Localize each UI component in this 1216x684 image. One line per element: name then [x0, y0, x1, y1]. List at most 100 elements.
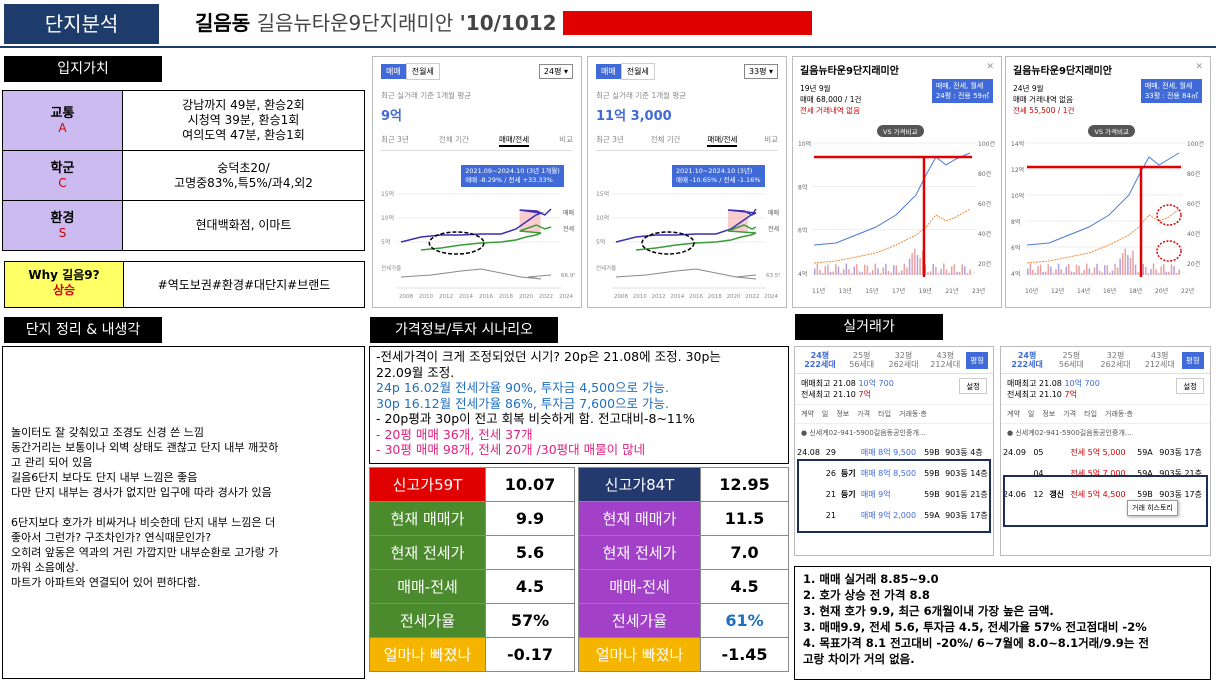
x-tick: 12년 [1051, 287, 1064, 295]
tab-sale[interactable]: 매매 [596, 64, 621, 79]
size-tab[interactable]: 32평 262세대 [888, 351, 919, 369]
scenario-title: 가격정보/투자 시나리오 [370, 317, 558, 343]
close-icon[interactable]: ✕ [986, 62, 994, 72]
y-tick: 12억 [1011, 166, 1024, 174]
scenario-line: 24p 16.02월 전세가율 90%, 투자금 4,500으로 가능. [376, 380, 669, 395]
x-tick: 2012 [439, 294, 453, 300]
compare-button[interactable]: VS 가격비교 [877, 125, 924, 137]
y-tick-right: 40건 [978, 230, 991, 238]
summary-line: 고랑 차이가 거의 없음. [803, 652, 915, 666]
size-tab[interactable]: 24평 222세대 [1011, 351, 1043, 369]
volume-bars [1027, 248, 1180, 275]
y-tick: 15억 [596, 190, 609, 198]
x-tick: 13년 [839, 287, 852, 295]
ratio-value: 66.9% [561, 273, 575, 279]
series-label: 매매 [768, 209, 779, 217]
x-tick: 20년 [1155, 287, 1168, 295]
chart-sub: 최근 실거래 기준 1개월 평균 [596, 91, 687, 100]
y-tick-right: 100건 [978, 140, 995, 148]
size-tab[interactable]: 32평 262세대 [1100, 351, 1131, 369]
table-row[interactable]: 21 매매 9억 2,000 59A 903동 17층 [825, 510, 988, 520]
x-tick: 23년 [972, 287, 985, 295]
ratio-label: 전세가율 [596, 264, 616, 272]
loc-val-school: 숭덕초20/고명중83%,특5%/과4,외2 [122, 150, 365, 201]
period-tab[interactable]: 최근 3년 [596, 135, 624, 144]
scenario-line: 30p 16.12월 전세가율 86%, 투자금 7,600으로 가능. [376, 395, 669, 411]
x-tick: 2016 [479, 294, 493, 300]
size-tab[interactable]: 24평 222세대 [804, 351, 836, 369]
summary-line: 4. 목표가격 8.1 전고대비 -20%/ 6~7월에 8.0~8.1거래/9… [803, 636, 1149, 650]
price-line-chart: 15억 10억 5억 매매 전세 전세가율 66.9% 2008 2010 2012… [381, 190, 575, 300]
y-tick-right: 80건 [1187, 170, 1200, 178]
ratio-line [615, 268, 757, 280]
period-tab[interactable]: 비교 [764, 135, 778, 144]
size-select[interactable]: 33평 ▾ [743, 64, 778, 79]
period-tab[interactable]: 비교 [559, 135, 573, 144]
agent-row[interactable]: ● 신세계02-941-5900길음동공인중개... [1007, 429, 1132, 437]
table-row[interactable]: 26 등기 매매 8억 8,500 59B 903동 14층 [825, 468, 988, 478]
scenario-line: -전세가격이 크게 조정되었던 시기? 20p은 21.08에 조정. 30p는 [376, 349, 721, 364]
tab-rent[interactable]: 전월세 [620, 63, 655, 80]
sale-trend [1026, 152, 1180, 246]
table-row[interactable]: 24.08 29 매매 8억 9,500 59B 903동 4층 [797, 447, 983, 457]
close-icon[interactable]: ✕ [1195, 62, 1203, 72]
pyeong-button[interactable]: 평형 [966, 351, 988, 369]
period-tab[interactable]: 매매/전세 [498, 134, 530, 147]
y-tick: 5억 [381, 238, 390, 246]
scenario-line: - 20평 매매 36개, 전세 37개 [376, 426, 533, 442]
x-tick: 17년 [892, 287, 905, 295]
notes-text: 놀이터도 잘 갖춰있고 조경도 신경 쓴 느낌 동간거리는 보통이나 외벽 상태… [11, 426, 279, 589]
table-row[interactable]: 24.06 12 갱신 전세 5억 4,500 59B 903동 17층 [1003, 489, 1203, 499]
tab-rent[interactable]: 전월세 [405, 63, 440, 80]
table-row[interactable]: 04 전세 5억 7,000 59A 903동 21층 [1033, 468, 1203, 478]
agent-row[interactable]: ● 신세계02-941-5900길음동공인중개... [801, 429, 926, 437]
pyeong-button[interactable]: 평형 [1181, 351, 1204, 369]
compare-button[interactable]: VS 가격비교 [1088, 125, 1135, 137]
table-row[interactable]: 21 등기 매매 9억 59B 901동 21층 [825, 489, 988, 499]
hover-info: 19년 9월 매매 68,000 / 1건 전세 거래내역 없음 [800, 84, 862, 115]
y-tick-right: 80건 [978, 170, 991, 178]
filter-badge[interactable]: 매매, 전세, 월세 24평 : 전용 59㎡ [931, 79, 993, 103]
highlight-circle [1156, 204, 1182, 226]
y-tick: 15억 [381, 190, 394, 198]
x-tick: 22년 [1181, 287, 1194, 295]
price-chart-24: 매매 전월세 24평 ▾ 최근 실거래 기준 1개월 평균 9억 최근 3년 전체 … [372, 56, 582, 308]
x-tick: 2022 [745, 294, 759, 300]
size-tab[interactable]: 43평 212세대 [930, 351, 961, 369]
trade-chart: 14억 12억 10억 8억 6억 4억 100건 80건 60건 40건 20건 10년 12년 14년… [1011, 140, 1204, 295]
x-tick: 2008 [399, 294, 413, 300]
size-select[interactable]: 24평 ▾ [538, 64, 573, 79]
size-tab[interactable]: 25평 56세대 [849, 351, 875, 369]
ratio-line [400, 268, 552, 280]
settings-button[interactable]: 설정 [1176, 378, 1204, 394]
header-divider [0, 46, 1216, 48]
tab-sale[interactable]: 매매 [381, 64, 406, 79]
sale-trend [813, 152, 971, 246]
x-tick: 2014 [670, 294, 684, 300]
column-header: 일 [1027, 410, 1035, 418]
x-tick: 16년 [1103, 287, 1116, 295]
trade-list-24: 24평 222세대 25평 56세대 32평 262세대 43평 212세대 평형 매매최고 2… [794, 346, 994, 556]
x-tick: 2024 [559, 294, 573, 300]
size-tab[interactable]: 43평 212세대 [1144, 351, 1175, 369]
column-header: 계약 [801, 410, 814, 418]
column-header: 거래동·층 [899, 410, 928, 418]
period-tab[interactable]: 전체 기간 [650, 135, 681, 144]
period-tab[interactable]: 매매/전세 [707, 134, 738, 147]
scenario-line: - 30평 매매 98개, 전세 20개 /30평대 매물이 많네 [376, 442, 646, 457]
settings-button[interactable]: 설정 [959, 378, 987, 394]
gap-area [519, 210, 541, 232]
table-row[interactable]: 24.09 05 전세 5억 5,000 59A 903동 17층 [1003, 447, 1203, 457]
page-title: 길음동 길음뉴타운9단지래미안 '10/1012 24p 9.9/5.6 32p… [195, 6, 812, 40]
x-tick: 2012 [652, 294, 666, 300]
period-tab[interactable]: 전체 기간 [438, 135, 469, 144]
loc-key-env: 환경 S [2, 200, 123, 251]
period-tab[interactable]: 최근 3년 [381, 135, 409, 144]
filter-badge[interactable]: 매매, 전세, 월세 33평 : 전용 84㎡ [1140, 79, 1202, 103]
agent-icon: ● [1007, 429, 1014, 437]
trade-title: 실거래가 [795, 314, 943, 340]
size-tab[interactable]: 25평 56세대 [1058, 351, 1084, 369]
price-table-33: 신고가84T 12.95 현재 매매가 11.5 현재 전세가 7.0 매매-전세 4.… [578, 467, 789, 672]
column-header: 정보 [1042, 410, 1056, 418]
scenario-line: 22.09월 조정. [376, 364, 455, 380]
